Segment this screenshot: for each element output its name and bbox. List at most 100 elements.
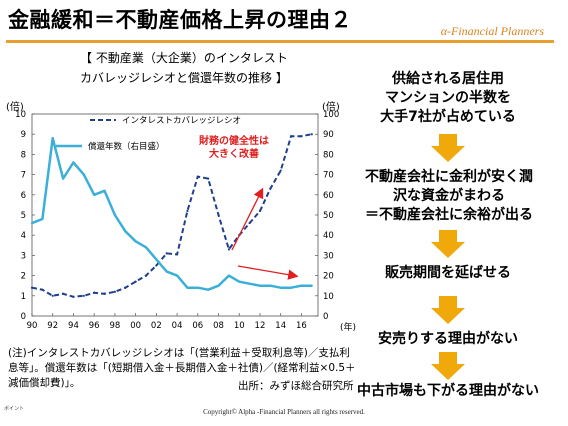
data-point-interest-coverage: [51, 294, 54, 297]
data-point-interest-coverage: [93, 291, 96, 294]
data-point-interest-coverage: [217, 213, 220, 217]
left-axis-unit: (倍): [6, 100, 24, 113]
x-tick-label: 92: [47, 321, 58, 331]
data-point-redemption-years: [238, 280, 241, 283]
data-point-interest-coverage: [289, 135, 293, 138]
x-tick-label: 94: [68, 321, 79, 331]
x-tick-label: 06: [192, 321, 203, 331]
chart-source: 出所：みずほ総合研究所: [238, 380, 354, 392]
title-rule: [6, 40, 554, 43]
right-tick-label: 100: [323, 110, 339, 120]
left-tick-label: 4: [21, 231, 26, 241]
left-tick-label: 1: [21, 292, 26, 302]
left-tick-label: 10: [15, 110, 26, 120]
x-tick-label: 16: [296, 321, 307, 331]
data-point-redemption-years: [113, 213, 116, 217]
data-point-redemption-years: [124, 230, 127, 233]
x-axis-unit: (年): [340, 321, 356, 333]
copyright-footer: Copyright© Alpha -Financial Planners all…: [203, 408, 365, 416]
data-point-interest-coverage: [175, 253, 179, 256]
data-point-interest-coverage: [72, 295, 75, 298]
right-tick-label: 40: [323, 231, 334, 241]
left-tick-label: 9: [21, 130, 26, 140]
data-point-interest-coverage: [165, 252, 168, 255]
flow-step-5: 中古市場も下がる理由がない: [357, 383, 539, 399]
data-point-redemption-years: [103, 189, 106, 192]
left-tick-label: 0: [21, 312, 26, 322]
chart-heading: 【 不動産業（大企業）のインタレスト カバレッジレシオと償還年数の推移 】: [80, 48, 288, 88]
data-point-interest-coverage: [300, 135, 303, 138]
data-point-redemption-years: [61, 177, 65, 180]
data-point-redemption-years: [279, 286, 282, 289]
data-point-redemption-years: [72, 161, 75, 164]
data-point-redemption-years: [30, 221, 34, 225]
x-tick-label: 10: [234, 321, 245, 331]
data-point-interest-coverage: [248, 221, 251, 225]
data-point-redemption-years: [289, 286, 293, 289]
data-point-redemption-years: [175, 274, 179, 277]
slide-title: 金融緩和＝不動産価格上昇の理由２: [8, 8, 352, 32]
data-point-interest-coverage: [227, 248, 230, 251]
annotation-improvement: 財務の健全性は大きく改善: [198, 134, 299, 280]
data-point-redemption-years: [93, 193, 96, 196]
left-tick-label: 5: [21, 211, 26, 221]
left-tick-label: 7: [21, 171, 26, 181]
x-tick-label: 98: [109, 321, 120, 331]
data-point-redemption-years: [196, 286, 199, 289]
data-point-interest-coverage: [134, 280, 137, 283]
data-point-redemption-years: [248, 282, 251, 285]
right-tick-label: 90: [323, 130, 334, 140]
left-tick-label: 6: [21, 191, 26, 201]
data-point-interest-coverage: [155, 264, 158, 267]
footer-left: ポイント: [4, 406, 25, 412]
x-tick-label: 00: [130, 321, 141, 331]
x-tick-label: 96: [89, 321, 100, 331]
flow-step-3: 販売期間を延ばせる: [385, 265, 511, 281]
legend-label-coverage: インタレストカバレッジレシオ: [122, 116, 241, 126]
data-point-interest-coverage: [61, 292, 65, 295]
right-tick-label: 80: [323, 150, 334, 160]
data-point-redemption-years: [186, 286, 189, 289]
data-point-redemption-years: [165, 270, 168, 273]
chart: (倍) (倍) (年) 0123456789100102030405060708…: [6, 100, 356, 333]
data-point-redemption-years: [155, 258, 158, 261]
x-tick-label: 12: [255, 321, 266, 331]
flow-step-2: 不動産会社に金利が安く潤 沢な資金がまわる ＝不動産会社に余裕が出る: [365, 169, 533, 223]
data-point-interest-coverage: [30, 286, 34, 289]
data-point-redemption-years: [217, 284, 220, 287]
data-point-interest-coverage: [258, 209, 262, 213]
x-tick-label: 02: [151, 321, 162, 331]
x-tick-label: 14: [275, 321, 286, 331]
data-point-redemption-years: [300, 284, 303, 287]
right-tick-label: 20: [323, 272, 334, 282]
data-point-interest-coverage: [103, 292, 106, 295]
data-point-interest-coverage: [41, 288, 44, 291]
x-tick-label: 90: [27, 321, 38, 331]
data-point-interest-coverage: [310, 133, 313, 136]
data-point-redemption-years: [207, 288, 210, 291]
data-point-redemption-years: [269, 284, 272, 287]
data-point-interest-coverage: [144, 274, 148, 277]
data-point-interest-coverage: [82, 294, 85, 297]
right-tick-label: 10: [323, 292, 334, 302]
flow-step-1: 供給される居住用 マンションの半数を 大手7社が占めている: [380, 71, 516, 125]
chart-note: (注)インタレストカバレッジレシオは「(営業利益＋受取利息等)／支払利息等」。償…: [8, 347, 356, 389]
right-tick-label: 50: [323, 211, 334, 221]
right-tick-label: 0: [323, 312, 328, 322]
right-tick-label: 30: [323, 251, 334, 261]
data-point-interest-coverage: [186, 209, 189, 213]
data-point-redemption-years: [310, 284, 313, 287]
data-point-interest-coverage: [207, 177, 210, 180]
annotation-arrow-up: [231, 187, 264, 251]
chart-heading-line2: カバレッジレシオと償還年数の推移 】: [80, 71, 288, 85]
annotation-line: 財務の健全性は: [198, 134, 269, 147]
data-point-interest-coverage: [269, 187, 272, 190]
brand-label: α-Financial Planners: [440, 24, 544, 38]
right-axis-unit: (倍): [322, 100, 340, 113]
data-point-interest-coverage: [279, 169, 282, 172]
data-point-redemption-years: [51, 137, 54, 140]
flow-step-4: 安売りする理由がない: [378, 331, 518, 347]
series-line-redemption-years: [31, 136, 312, 291]
left-tick-label: 8: [21, 150, 26, 160]
annotation-text: 財務の健全性は大きく改善: [198, 134, 269, 160]
